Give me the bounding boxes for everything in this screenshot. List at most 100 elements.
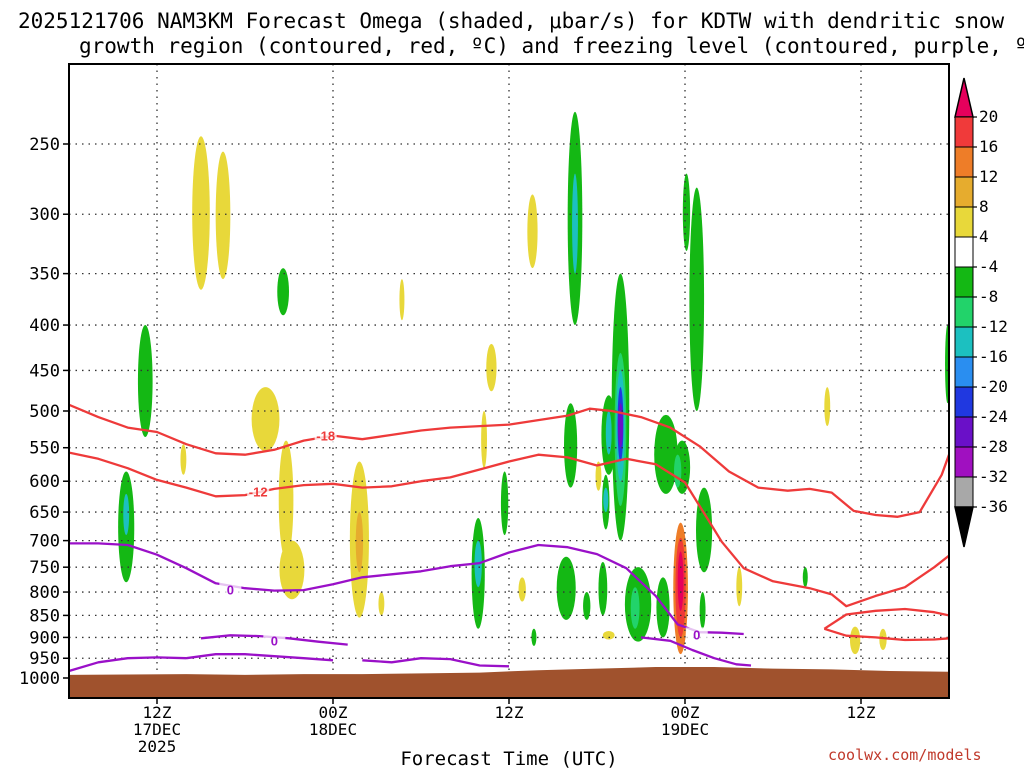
colorbar-label: 20	[979, 107, 998, 126]
omega-area	[378, 592, 385, 616]
colorbar-segment	[954, 326, 974, 358]
pressure-tick-label: 650	[29, 503, 60, 523]
dgz-contour	[69, 451, 949, 608]
omega-area	[278, 440, 294, 560]
colorbar-segment	[954, 296, 974, 328]
omega-area	[355, 512, 364, 573]
omega-area	[399, 279, 405, 321]
colorbar: 20 16 12 8 4 -4 -8 -12 -16 -20 -24 -28 -32 -36	[954, 77, 1008, 548]
omega-area	[481, 411, 488, 469]
time-tick-label: 18DEC	[309, 720, 357, 739]
pressure-tick-label: 350	[29, 265, 60, 285]
omega-area	[556, 556, 576, 620]
freezing-contour	[69, 542, 744, 636]
colorbar-top-arrow	[954, 77, 974, 118]
omega-area	[603, 487, 609, 513]
omega-area	[802, 567, 808, 588]
temperature-contours: -18 -12 0 0 0	[69, 403, 949, 673]
time-tick-label: 12Z	[847, 703, 876, 722]
chart-title-line-2: growth region (contoured, red, ºC) and f…	[79, 34, 1024, 58]
time-tick-label: 17DEC	[133, 720, 181, 739]
contour-label-bg	[314, 428, 337, 443]
freezing-contour	[186, 653, 334, 662]
omega-area	[180, 444, 187, 475]
x-axis-label: Forecast Time (UTC)	[400, 748, 617, 768]
colorbar-segment	[954, 116, 974, 148]
pressure-tick-label: 750	[29, 558, 60, 578]
omega-area	[617, 403, 623, 448]
colorbar-label: -12	[979, 317, 1008, 336]
pressure-tick-label: 900	[29, 628, 60, 648]
ground-terrain	[69, 667, 949, 698]
pressure-tick-label: 400	[29, 316, 60, 336]
freezing-contour	[69, 656, 187, 673]
time-tick-label: 19DEC	[661, 720, 709, 739]
pressure-tick-label: 250	[29, 135, 60, 155]
colorbar-label: -20	[979, 377, 1008, 396]
colorbar-segment	[954, 206, 974, 238]
omega-area	[689, 187, 705, 411]
colorbar-bottom-arrow	[954, 506, 974, 548]
omega-area	[850, 626, 861, 655]
pressure-tick-label: 300	[29, 205, 60, 225]
dgz-contour	[69, 403, 949, 518]
omega-area	[564, 403, 578, 488]
colorbar-label: 8	[979, 197, 989, 216]
colorbar-segment	[954, 176, 974, 208]
omega-area	[699, 592, 706, 629]
omega-area	[656, 577, 670, 638]
pressure-tick-label: 850	[29, 606, 60, 626]
omega-area	[595, 461, 602, 491]
pressure-tick-label: 950	[29, 649, 60, 669]
omega-area	[251, 387, 280, 452]
dgz-contour	[823, 627, 949, 642]
omega-area	[630, 587, 640, 629]
contour-label-bg	[263, 633, 286, 648]
omega-shading	[118, 111, 949, 655]
omega-area	[572, 173, 578, 274]
contour-label: 0	[271, 633, 278, 648]
colorbar-label: -24	[979, 407, 1008, 426]
contour-label-bg	[247, 484, 270, 499]
pressure-axis: 2503003504004505005506006507007508008509…	[19, 135, 69, 689]
pressure-tick-label: 800	[29, 583, 60, 603]
omega-area	[602, 630, 615, 640]
time-tick-label: 12Z	[495, 703, 524, 722]
pressure-tick-label: 600	[29, 472, 60, 492]
pressure-tick-label: 450	[29, 361, 60, 381]
omega-area	[674, 454, 682, 488]
ground-area	[69, 667, 949, 698]
omega-area	[736, 567, 743, 607]
colorbar-label: -4	[979, 257, 998, 276]
contour-label: -18	[316, 429, 335, 444]
colorbar-segment	[954, 266, 974, 298]
omega-area	[192, 136, 210, 290]
chart-title-line-1: 2025121706 NAM3KM Forecast Omega (shaded…	[18, 9, 1005, 33]
pressure-tick-label: 500	[29, 402, 60, 422]
omega-area	[696, 487, 713, 573]
colorbar-label: -32	[979, 467, 1008, 486]
contour-label-bg	[685, 627, 708, 642]
colorbar-segment	[954, 236, 974, 268]
omega-area	[279, 540, 305, 600]
colorbar-label: 12	[979, 167, 998, 186]
colorbar-label: -28	[979, 437, 1008, 456]
omega-area	[518, 577, 526, 602]
pressure-tick-label: 700	[29, 532, 60, 552]
pressure-tick-label: 550	[29, 439, 60, 459]
omega-area	[531, 628, 537, 646]
colorbar-segment	[954, 476, 974, 508]
omega-area	[123, 493, 130, 536]
credit-text: coolwx.com/models	[828, 746, 982, 764]
omega-area	[583, 592, 591, 620]
colorbar-label: 4	[979, 227, 989, 246]
omega-area	[682, 173, 691, 251]
contour-label: 0	[693, 627, 700, 642]
freezing-contour	[362, 657, 510, 668]
time-tick-label: 12Z	[143, 703, 172, 722]
time-tick-label: 2025	[138, 737, 177, 756]
omega-area	[277, 268, 289, 316]
omega-area	[879, 628, 887, 651]
omega-area	[527, 194, 538, 269]
